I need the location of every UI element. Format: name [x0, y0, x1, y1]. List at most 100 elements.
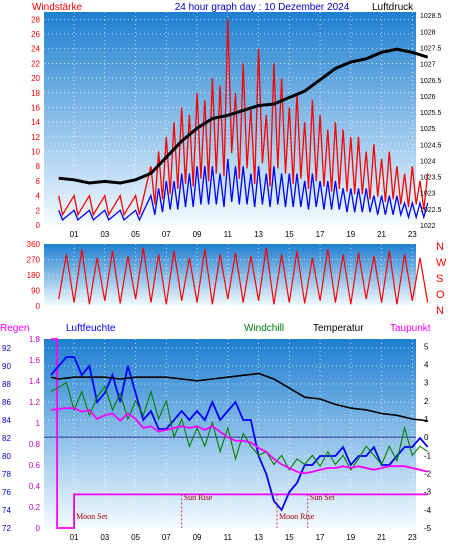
- pressure-tick-label: 1028: [420, 29, 436, 36]
- series-wind-gust: [58, 19, 429, 217]
- wind-tick-label: 8: [36, 162, 41, 171]
- series-wind-direction: [58, 247, 429, 305]
- pressure-axis-title: Luftdruck: [372, 2, 414, 13]
- direction-degree-ticks: 0 90 180 270 360: [27, 240, 41, 311]
- humidity-tick-label: 88: [2, 380, 11, 389]
- wind-tick-label: 24: [31, 45, 40, 54]
- legend-taupunkt: Taupunkt: [390, 323, 431, 334]
- series-windchill: [50, 381, 429, 471]
- pressure-tick-label: 1025.5: [420, 110, 442, 117]
- temperature-tick-label: 4: [424, 360, 429, 369]
- x-tick-label: 21: [377, 533, 386, 542]
- direction-tick-label: 360: [27, 240, 41, 249]
- temperature-tick-label: -4: [424, 506, 432, 515]
- pressure-tick-label: 1022.5: [420, 207, 442, 214]
- rain-tick-label: 1.2: [29, 398, 41, 407]
- pressure-tick-label: 1027: [420, 62, 436, 69]
- x-tick-label: 09: [193, 230, 202, 239]
- wind-tick-label: 6: [36, 177, 41, 186]
- temperature-axis-ticks: -5 -4 -3 -2 -1 0 1 2 3 4 5: [424, 342, 432, 533]
- x-tick-label: 13: [254, 230, 263, 239]
- wind-tick-label: 26: [31, 30, 40, 39]
- x-tick-label: 05: [131, 230, 140, 239]
- legend-temperatur: Temperatur: [313, 323, 364, 334]
- wind-tick-label: 18: [31, 89, 40, 98]
- x-tick-label: 07: [162, 533, 171, 542]
- wind-tick-label: 0: [36, 221, 41, 230]
- pressure-tick-label: 1023.5: [420, 175, 442, 182]
- rain-tick-label: 0.8: [29, 440, 41, 449]
- x-tick-label: 01: [70, 533, 79, 542]
- humidity-axis-ticks: 72 74 76 78 80 82 84 86 88 90 92: [2, 344, 11, 533]
- x-axis-ticks-panel3: 01 03 05 07 09 11 13 15 17 19 21 23: [70, 533, 418, 542]
- x-tick-label: 01: [70, 230, 79, 239]
- temperature-tick-label: -3: [424, 488, 432, 497]
- series-rain: [51, 338, 428, 529]
- wind-tick-label: 22: [31, 59, 40, 68]
- x-axis-ticks-panel1: 01 03 05 07 09 11 13 15 17 19 21 23: [70, 230, 418, 239]
- temperature-tick-label: -2: [424, 469, 432, 478]
- pressure-axis-ticks: 1022 1022.5 1023 1023.5 1024 1024.5 1025 1025.5…: [420, 13, 442, 230]
- wind-tick-label: 4: [36, 192, 41, 201]
- annotation-label: Moon Set: [76, 512, 108, 521]
- x-tick-label: 09: [193, 533, 202, 542]
- rain-tick-label: 1.6: [29, 356, 41, 365]
- series-wind-mean: [58, 158, 429, 222]
- direction-tick-label: 270: [27, 256, 41, 265]
- pressure-tick-label: 1027.5: [420, 46, 442, 53]
- sun-moon-annotations: Moon Set Sun Rise Moon Rise Sun Set: [73, 493, 335, 528]
- direction-tick-label: 0: [36, 302, 41, 311]
- x-tick-label: 13: [254, 533, 263, 542]
- x-tick-label: 23: [408, 230, 417, 239]
- direction-tick-label: 90: [31, 287, 40, 296]
- wind-tick-label: 10: [31, 148, 40, 157]
- temperature-tick-label: 3: [424, 379, 429, 388]
- temperature-tick-label: 2: [424, 397, 429, 406]
- x-tick-label: 03: [100, 533, 109, 542]
- pressure-tick-label: 1023: [420, 191, 436, 198]
- wind-tick-label: 16: [31, 103, 40, 112]
- humidity-tick-label: 80: [2, 452, 11, 461]
- wind-pressure-plot-area: [44, 12, 416, 225]
- humidity-tick-label: 84: [2, 416, 11, 425]
- rain-tick-label: 1.8: [29, 335, 41, 344]
- legend-luftfeuchte: Luftfeuchte: [66, 323, 116, 334]
- compass-label: S: [436, 273, 443, 285]
- x-tick-label: 05: [131, 533, 140, 542]
- x-tick-label: 23: [408, 533, 417, 542]
- temperature-tick-label: 0: [424, 433, 429, 442]
- pressure-tick-label: 1024.5: [420, 142, 442, 149]
- climate-series: [44, 338, 429, 529]
- x-tick-label: 15: [285, 230, 294, 239]
- humidity-tick-label: 72: [2, 524, 11, 533]
- wind-direction-series: [58, 247, 429, 305]
- wind-tick-label: 28: [31, 15, 40, 24]
- pressure-tick-label: 1024: [420, 158, 436, 165]
- rain-tick-label: 1: [36, 419, 41, 428]
- wind-tick-label: 12: [31, 133, 40, 142]
- legend-regen: Regen: [0, 323, 29, 334]
- rain-tick-label: 0: [36, 524, 41, 533]
- climate-plot-area: [44, 339, 416, 528]
- rain-tick-label: 0.4: [29, 482, 41, 491]
- humidity-tick-label: 82: [2, 434, 11, 443]
- rain-tick-label: 0.6: [29, 461, 41, 470]
- annotation-label: Moon Rise: [279, 512, 315, 521]
- x-tick-label: 11: [224, 533, 233, 542]
- humidity-tick-label: 78: [2, 470, 11, 479]
- x-tick-label: 19: [346, 230, 355, 239]
- rain-tick-label: 1.4: [29, 377, 41, 386]
- humidity-tick-label: 76: [2, 488, 11, 497]
- humidity-tick-label: 74: [2, 506, 11, 515]
- direction-tick-label: 180: [27, 271, 41, 280]
- compass-label: N: [436, 305, 444, 317]
- compass-label: W: [436, 257, 447, 269]
- humidity-tick-label: 86: [2, 398, 11, 407]
- compass-label: N: [436, 241, 444, 253]
- temperature-tick-label: -5: [424, 524, 432, 533]
- rain-axis-ticks: 0 0.2 0.4 0.6 0.8 1 1.2 1.4 1.6 1.8: [29, 335, 41, 533]
- temperature-tick-label: 5: [424, 342, 429, 351]
